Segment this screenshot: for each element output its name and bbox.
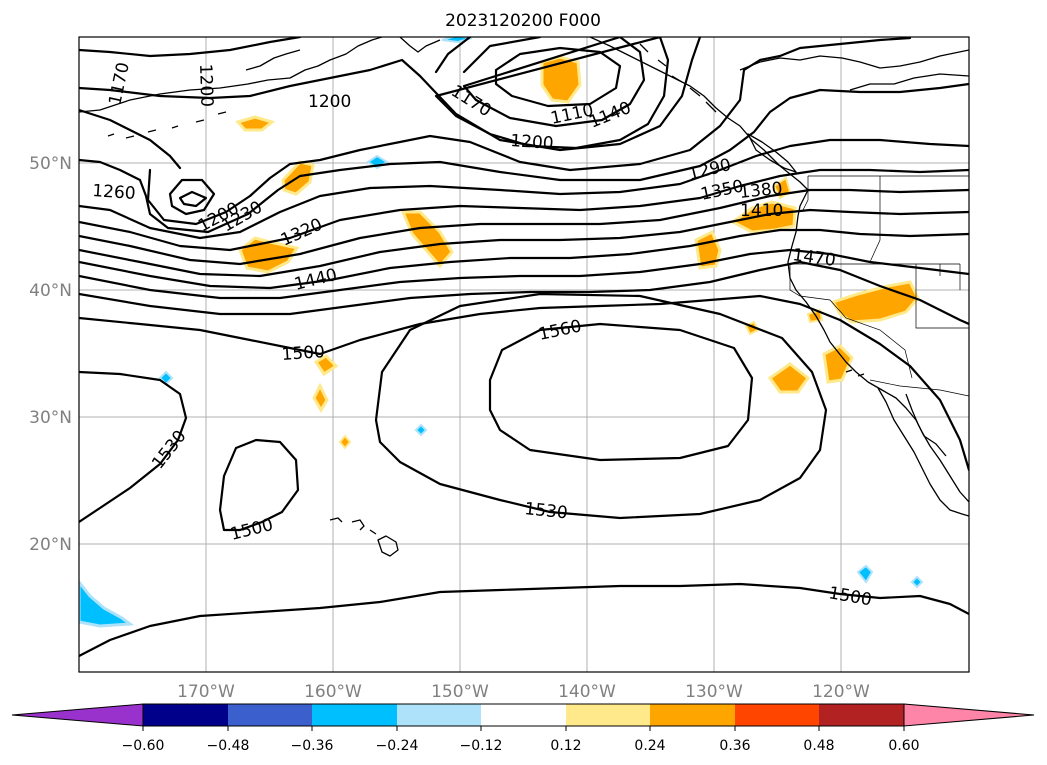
contour-1380 [79,208,969,278]
shade-blob [910,575,924,589]
shade-blob [313,354,339,377]
colorbar-tick-label: 0.48 [803,738,834,754]
lon-label: 150°W [431,682,489,702]
contour-label: 1200 [195,63,216,107]
coastlines [79,37,969,557]
colorbar-extend-high [903,703,1035,727]
hawaii-islands [329,517,399,557]
contour-1530-closed [374,292,828,520]
shaded-field [79,37,924,628]
contour-1170-low [178,190,208,208]
bc-islands [639,43,717,113]
colorbar-extend-low [11,703,144,727]
vancouver-island [747,133,797,173]
aleutian-islands [107,111,227,139]
colorbar-tick-label: 0.12 [550,738,581,754]
map-frame [78,36,970,673]
contour-label: 1380 [738,179,783,203]
colorbar-bin [397,704,481,726]
lat-label: 30°N [29,408,72,428]
colorbar-bin [735,704,819,726]
alaska-coast [79,37,383,113]
contour-label: 1200 [510,131,555,154]
political-borders [789,175,969,397]
contour-1260 [79,82,969,234]
contour-1440 [79,248,969,300]
colorbar-ticks [142,726,905,731]
shade-blob [79,579,135,628]
contour-1470 [79,260,969,326]
colorbar-tick-label: −0.12 [460,738,503,754]
height-contours [79,37,969,658]
colorbar-tick-label: 0.36 [719,738,750,754]
contour-1290 [79,138,969,240]
colorbar-tick-label: 0.24 [634,738,665,754]
lon-label: 140°W [558,682,616,702]
contour-1350 [79,188,969,266]
colorbar-bin [228,704,312,726]
shade-blob [540,55,582,104]
contour-1140 [462,37,646,128]
contour-label: 1200 [308,92,351,112]
colorbar-tick-label: −0.60 [122,738,165,754]
colorbar-bin [819,704,904,726]
colorbar-tick-label: −0.36 [291,738,334,754]
contour-1320 [79,168,969,252]
contour-label: 1500 [281,342,326,365]
shade-blob [414,423,428,437]
contour-1530-west [79,370,188,524]
shade-blob [730,200,797,234]
baja-coast [877,387,969,517]
longitude-labels: 170°W 160°W 150°W 140°W 130°W 120°W [177,682,870,702]
map-area: 1170 1200 1200 1170 1110 1140 1200 1290 … [79,37,969,672]
contour-1500-south [79,582,969,658]
contour-1500-north [79,294,969,472]
lon-label: 120°W [812,682,870,702]
contour-1230 [79,37,912,226]
contour-label: 1260 [92,181,137,204]
colorbar: −0.60 −0.48 −0.36 −0.24 −0.12 0.12 0.24 … [11,703,1035,754]
lon-label: 130°W [685,682,743,702]
shade-blob [312,382,329,413]
contour-1200-main [79,37,702,152]
figure-title: 2023120200 F000 [445,11,601,31]
colorbar-bin [566,704,650,726]
contour-label: 1410 [740,201,783,221]
lat-label: 50°N [29,154,72,174]
lat-label: 20°N [29,535,72,555]
shade-blob [822,344,854,384]
colorbar-bin [650,704,735,726]
shade-blob [856,564,874,584]
lat-label: 40°N [29,281,72,301]
contour-1500-island [218,438,300,532]
northern-coast [739,49,969,71]
colorbar-tick-label: −0.48 [207,738,250,754]
colorbar-bin [312,704,397,726]
colorbar-bin [143,704,228,726]
shade-blob [235,115,276,132]
contour-1110 [494,46,622,108]
latitude-labels: 50°N 40°N 30°N 20°N [29,154,72,555]
contour-label: 1530 [523,499,568,523]
colorbar-tick-label: −0.24 [376,738,419,754]
shade-blob [400,210,454,269]
panhandle-coast [589,37,969,503]
shade-blob [338,434,352,450]
contour-1560 [488,322,754,462]
contour-1170-a [79,37,302,58]
lon-label: 160°W [304,682,362,702]
shade-blob [767,362,811,394]
colorbar-bin [481,704,566,726]
contour-1200-low [168,178,216,216]
channel-islands [845,369,865,377]
contour-1410 [79,228,969,290]
lon-label: 170°W [177,682,235,702]
colorbar-tick-label: 0.60 [888,738,919,754]
